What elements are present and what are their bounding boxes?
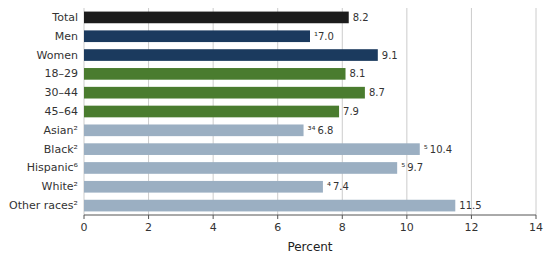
data-label: 11.5 [459,200,481,211]
data-labels: 8.2 ¹7.0 9.1 8.18.7 7.9 ³⁴ 6.8 ⁵ 10.4⁵ 9.7 ⁴ 7.… [308,12,482,211]
bar [84,124,304,136]
data-label: 7.9 [343,106,359,117]
x-axis-label: Percent [287,240,332,254]
tick-mark [277,215,278,219]
tick-label: 12 [464,221,478,234]
data-label: 8.7 [369,87,385,98]
category-label: White² [42,180,78,193]
category-label: Women [37,49,78,62]
bar [84,68,346,80]
tick-mark [84,215,85,219]
tick-label: 2 [145,221,152,234]
category-label: Total [51,11,78,24]
tick-mark [471,215,472,219]
data-label: 8.2 [353,12,369,23]
category-label: Asian² [44,124,78,137]
category-label: Hispanic⁶ [27,161,79,174]
category-label: 30–44 [45,86,79,99]
category-label: 18–29 [45,67,79,80]
bar [84,162,397,174]
category-label: Other races² [9,199,78,212]
tick-label: 8 [339,221,346,234]
chart: 8.2 ¹7.0 9.1 8.18.7 7.9 ³⁴ 6.8 ⁵ 10.4⁵ 9.7 ⁴ 7.… [0,0,560,257]
bar [84,30,310,42]
grid-line [536,8,537,215]
tick-label: 14 [529,221,543,234]
bar [84,12,349,24]
bar [84,106,339,118]
grid [84,8,536,215]
tick-mark [406,215,407,219]
data-label: ⁴ 7.4 [327,181,349,192]
tick-mark [148,215,149,219]
tick-mark [536,215,537,219]
axis-line [84,215,536,216]
category-label: Black² [44,143,78,156]
tick-mark [342,215,343,219]
tick-mark [213,215,214,219]
category-label: Men [55,30,78,43]
bar [84,87,365,99]
data-label: ³⁴ 6.8 [308,125,334,136]
bar [84,200,455,212]
tick-label: 0 [81,221,88,234]
bar [84,181,323,193]
bar [84,143,420,155]
tick-label: 6 [274,221,281,234]
data-label: ¹7.0 [314,31,334,42]
grid-line [406,8,407,215]
data-label: 9.1 [382,50,398,61]
x-axis: 0 2 4 6 8 10 12 14 [81,215,544,234]
data-label: ⁵ 9.7 [401,162,423,173]
grid-line [471,8,472,215]
data-label: ⁵ 10.4 [424,144,452,155]
category-label: 45–64 [45,105,79,118]
data-label: 8.1 [350,68,366,79]
tick-label: 4 [210,221,217,234]
tick-label: 10 [400,221,414,234]
category-labels: Total Men Women 18–29 30–44 45–64 Asian² Black²… [9,11,79,212]
bars [84,12,455,212]
bar [84,49,378,61]
